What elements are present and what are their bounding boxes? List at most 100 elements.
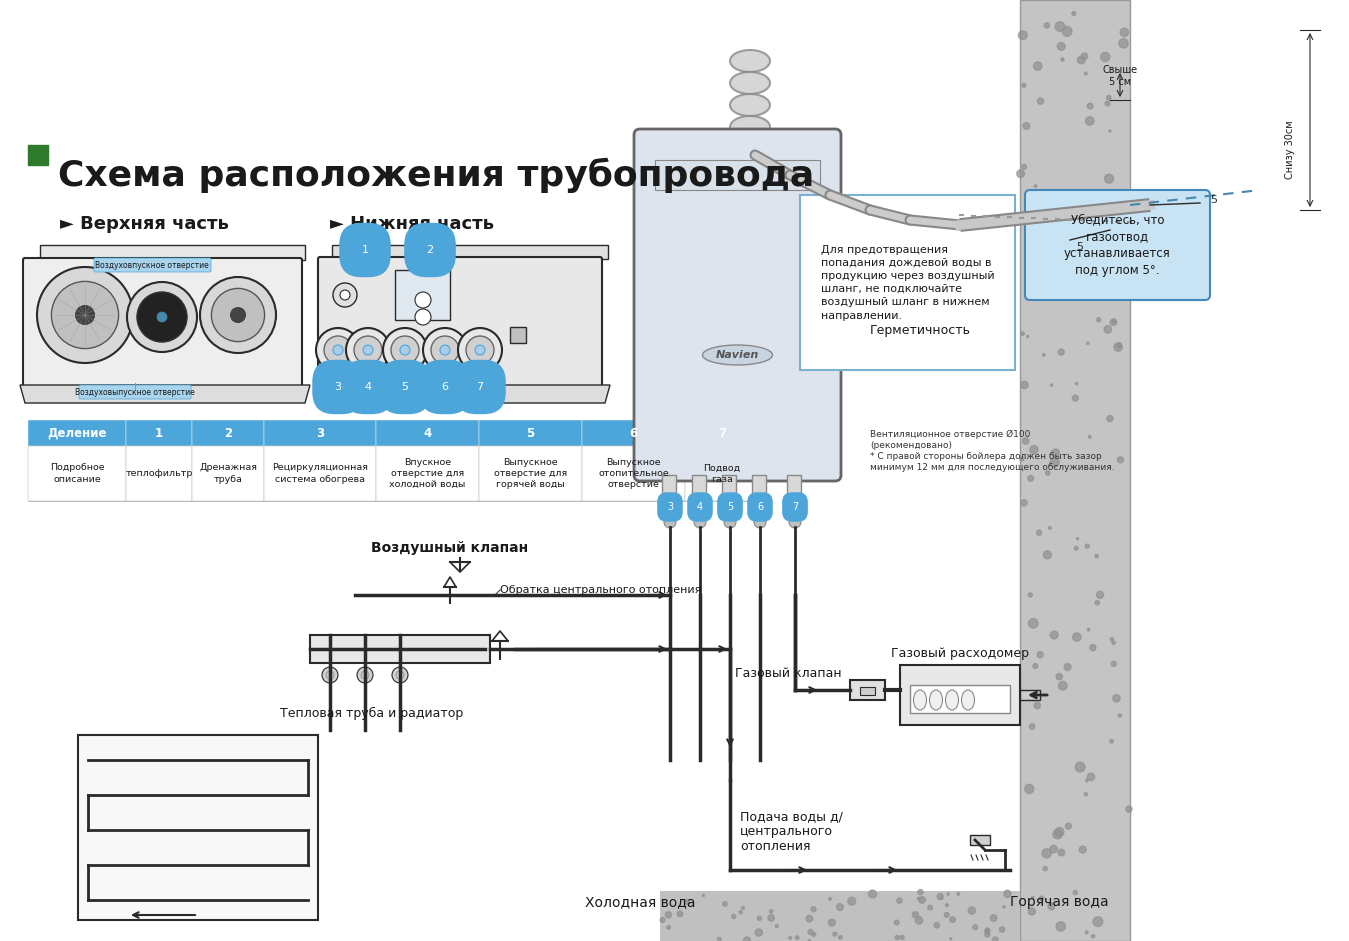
Circle shape: [1097, 591, 1103, 598]
Circle shape: [917, 889, 923, 895]
Circle shape: [362, 671, 370, 679]
Ellipse shape: [703, 345, 773, 365]
Bar: [28, 420, 125, 446]
Bar: [78, 735, 318, 920]
Circle shape: [1017, 169, 1024, 178]
Circle shape: [475, 345, 486, 355]
Circle shape: [807, 916, 812, 922]
Circle shape: [1050, 845, 1058, 853]
Circle shape: [51, 281, 119, 348]
Circle shape: [1118, 714, 1121, 717]
Circle shape: [685, 900, 689, 904]
FancyBboxPatch shape: [23, 258, 302, 387]
Circle shape: [743, 937, 750, 941]
Bar: [264, 420, 376, 446]
Circle shape: [1064, 663, 1071, 670]
Circle shape: [1085, 792, 1087, 796]
Circle shape: [985, 928, 990, 933]
Circle shape: [326, 671, 335, 679]
Circle shape: [1101, 53, 1110, 61]
Circle shape: [754, 516, 766, 528]
Circle shape: [776, 924, 778, 928]
Circle shape: [1029, 445, 1039, 454]
Circle shape: [1027, 335, 1029, 338]
Circle shape: [1059, 681, 1067, 690]
Circle shape: [1077, 286, 1085, 294]
Circle shape: [36, 267, 134, 363]
Circle shape: [1028, 908, 1036, 915]
Circle shape: [1079, 846, 1086, 853]
Circle shape: [1126, 806, 1132, 812]
Circle shape: [1079, 213, 1085, 218]
Circle shape: [1058, 227, 1060, 229]
Circle shape: [1052, 830, 1062, 839]
Circle shape: [894, 920, 898, 925]
Ellipse shape: [929, 690, 943, 710]
Circle shape: [664, 516, 676, 528]
Polygon shape: [332, 245, 608, 259]
Circle shape: [1072, 633, 1081, 641]
Text: 1: 1: [155, 426, 163, 439]
Circle shape: [1090, 645, 1095, 651]
Ellipse shape: [962, 690, 974, 710]
Text: 6: 6: [757, 502, 764, 512]
Circle shape: [1023, 438, 1029, 444]
Circle shape: [839, 935, 842, 939]
Circle shape: [1029, 265, 1037, 274]
Bar: [861, 687, 876, 695]
Text: Воздушный клапан: Воздушный клапан: [371, 541, 529, 555]
Bar: [581, 446, 685, 501]
Bar: [310, 635, 490, 663]
Bar: [689, 499, 708, 513]
Circle shape: [465, 336, 494, 364]
Circle shape: [703, 894, 704, 897]
Circle shape: [1066, 823, 1071, 829]
Circle shape: [915, 917, 923, 924]
Circle shape: [231, 308, 246, 323]
Circle shape: [917, 897, 920, 901]
Bar: [192, 446, 264, 501]
Polygon shape: [317, 385, 610, 403]
Ellipse shape: [946, 690, 959, 710]
Bar: [125, 446, 192, 501]
Circle shape: [1105, 174, 1113, 183]
Circle shape: [459, 328, 502, 372]
Bar: [510, 327, 526, 343]
Circle shape: [322, 667, 339, 683]
Ellipse shape: [913, 690, 927, 710]
Circle shape: [440, 345, 451, 355]
Circle shape: [1086, 931, 1089, 933]
Circle shape: [1055, 22, 1064, 31]
Bar: [660, 499, 679, 513]
Circle shape: [316, 328, 360, 372]
Bar: [685, 420, 759, 446]
Bar: [692, 475, 706, 497]
Circle shape: [1074, 547, 1078, 550]
Circle shape: [1113, 320, 1116, 323]
Circle shape: [1086, 117, 1094, 125]
Circle shape: [1050, 458, 1059, 467]
Circle shape: [1095, 600, 1099, 605]
Circle shape: [1028, 618, 1037, 628]
Circle shape: [200, 277, 277, 353]
Circle shape: [76, 306, 94, 325]
Circle shape: [1105, 101, 1110, 105]
Bar: [479, 446, 581, 501]
Circle shape: [1028, 593, 1032, 597]
Circle shape: [796, 936, 799, 939]
Circle shape: [1087, 104, 1093, 109]
Bar: [28, 145, 49, 165]
Circle shape: [1085, 72, 1087, 75]
Circle shape: [127, 282, 197, 352]
Circle shape: [1120, 28, 1129, 37]
Text: 7: 7: [718, 426, 726, 439]
Bar: [720, 499, 738, 513]
Circle shape: [415, 309, 430, 325]
Bar: [395, 270, 451, 320]
Ellipse shape: [730, 50, 770, 72]
Circle shape: [789, 516, 801, 528]
Circle shape: [724, 516, 737, 528]
Circle shape: [1068, 200, 1072, 204]
Text: 5: 5: [1077, 242, 1083, 252]
Text: Воздуховпускное отверстие: Воздуховпускное отверстие: [96, 261, 209, 269]
